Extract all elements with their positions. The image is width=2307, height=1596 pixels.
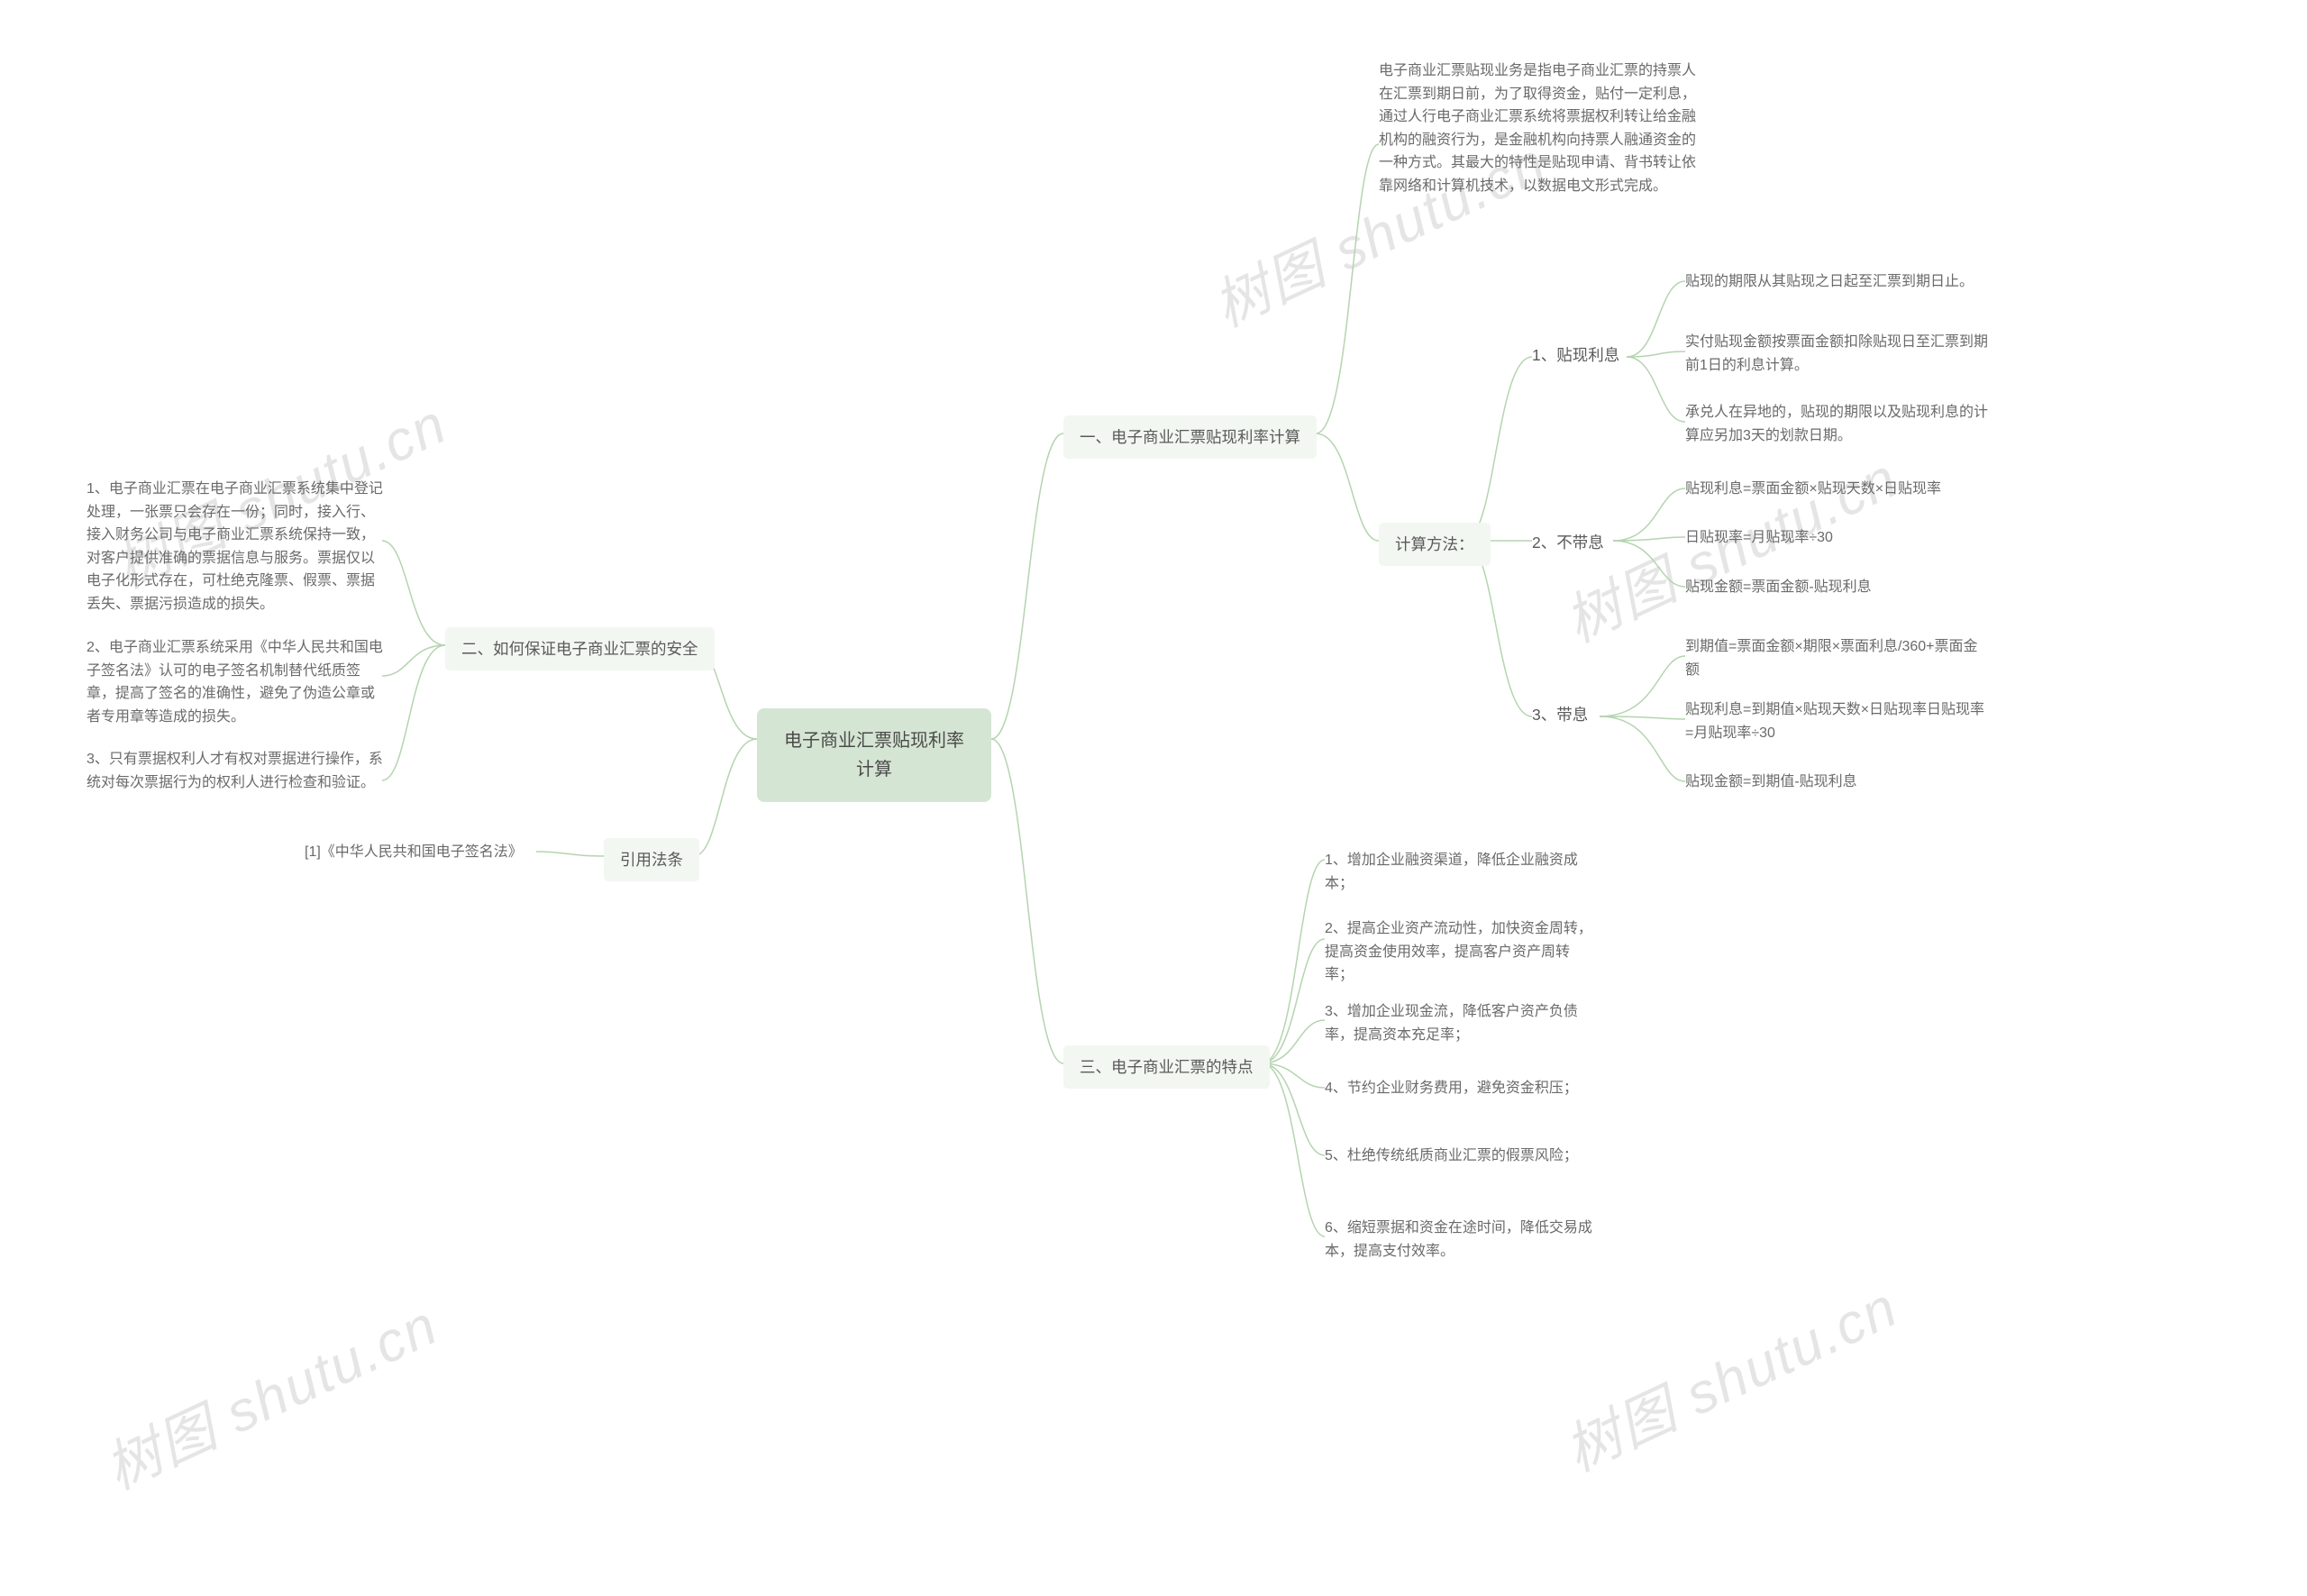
- branch-ref: 引用法条: [604, 838, 699, 881]
- mindmap-connectors: [0, 0, 2307, 1596]
- leaf-s2-2: 2、电子商业汇票系统采用《中华人民共和国电子签名法》认可的电子签名机制替代纸质签…: [87, 636, 384, 728]
- leaf-m1-1: 贴现的期限从其贴现之日起至汇票到期日止。: [1685, 270, 1974, 294]
- branch-section-1: 一、电子商业汇票贴现利率计算: [1063, 415, 1317, 459]
- leaf-s3-3: 3、增加企业现金流，降低客户资产负债率，提高资本充足率；: [1325, 1000, 1595, 1046]
- branch-m1: 1、贴现利息: [1532, 339, 1619, 371]
- watermark: 树图 shutu.cn: [1550, 1262, 1909, 1487]
- leaf-m1-2: 实付贴现金额按票面金额扣除贴现日至汇票到期前1日的利息计算。: [1685, 331, 1992, 377]
- watermark: 树图 shutu.cn: [90, 1280, 449, 1505]
- leaf-s2-1: 1、电子商业汇票在电子商业汇票系统集中登记处理，一张票只会存在一份；同时，接入行…: [87, 478, 384, 616]
- leaf-m3-3: 贴现金额=到期值-贴现利息: [1685, 771, 1857, 794]
- leaf-m3-2: 贴现利息=到期值×贴现天数×日贴现率日贴现率=月贴现率÷30: [1685, 698, 1992, 744]
- leaf-s3-1: 1、增加企业融资渠道，降低企业融资成本；: [1325, 849, 1595, 895]
- leaf-m3-1: 到期值=票面金额×期限×票面利息/360+票面金额: [1685, 635, 1992, 681]
- leaf-s3-6: 6、缩短票据和资金在途时间，降低交易成本，提高支付效率。: [1325, 1217, 1595, 1263]
- branch-section-2: 二、如何保证电子商业汇票的安全: [445, 627, 715, 670]
- leaf-m2-2: 日贴现率=月贴现率÷30: [1685, 526, 1833, 550]
- leaf-s3-5: 5、杜绝传统纸质商业汇票的假票风险；: [1325, 1145, 1578, 1168]
- leaf-m2-3: 贴现金额=票面金额-贴现利息: [1685, 576, 1872, 599]
- leaf-m2-1: 贴现利息=票面金额×贴现天数×日贴现率: [1685, 478, 1941, 501]
- leaf-s1-intro: 电子商业汇票贴现业务是指电子商业汇票的持票人在汇票到期日前，为了取得资金，贴付一…: [1379, 59, 1703, 198]
- leaf-m1-3: 承兑人在异地的，贴现的期限以及贴现利息的计算应另加3天的划款日期。: [1685, 401, 1992, 447]
- branch-section-3: 三、电子商业汇票的特点: [1063, 1045, 1270, 1089]
- leaf-s3-2: 2、提高企业资产流动性，加快资金周转，提高资金使用效率，提高客户资产周转率；: [1325, 917, 1595, 987]
- leaf-s2-3: 3、只有票据权利人才有权对票据进行操作，系统对每次票据行为的权利人进行检查和验证…: [87, 748, 384, 794]
- branch-m2: 2、不带息: [1532, 526, 1604, 559]
- branch-calc: 计算方法：: [1379, 523, 1491, 566]
- leaf-s3-4: 4、节约企业财务费用，避免资金积压；: [1325, 1077, 1578, 1100]
- branch-m3: 3、带息: [1532, 698, 1588, 731]
- leaf-ref-1: [1]《中华人民共和国电子签名法》: [305, 841, 523, 864]
- root-node: 电子商业汇票贴现利率计算: [757, 708, 991, 802]
